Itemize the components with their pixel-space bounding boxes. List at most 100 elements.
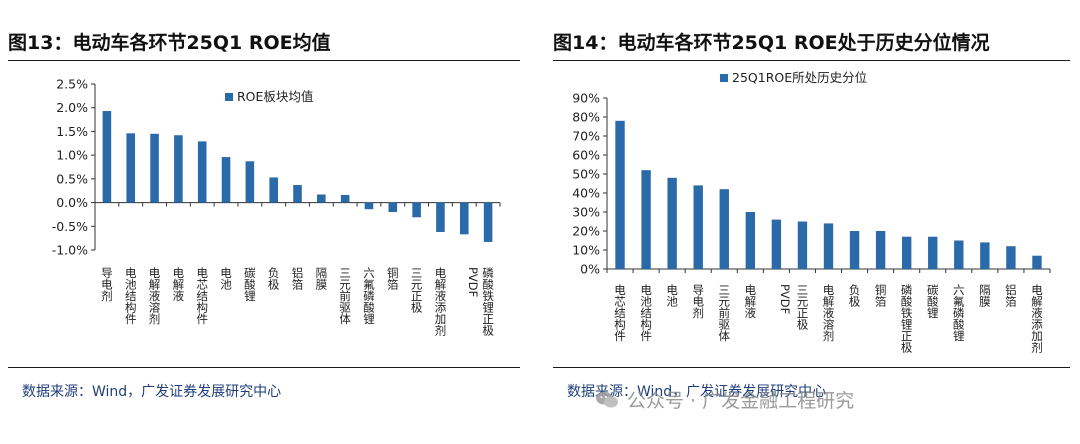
left-figure-panel: 图13：电动车各环节25Q1 ROE均值 -1.0% -0.5% 0.0% 0.5% 1… [0,0,530,444]
category-label: 电芯结构件 [613,284,627,342]
y-tick-label: -0.5% [52,219,88,234]
category-label: PVDF [466,267,480,297]
category-label: 电解液溶剂 [148,267,162,325]
right-source-rule [553,367,1070,368]
wechat-watermark: 公众号 · 广发金融工程研究 [595,386,854,413]
bar [245,161,255,203]
watermark-text: 公众号 · 广发金融工程研究 [627,390,855,412]
bar [436,202,445,232]
category-label: 碳酸锂 [243,266,257,301]
bar [221,157,231,203]
bar [340,194,350,203]
category-label: 隔膜 [314,267,328,291]
bar [667,177,677,269]
y-tick-label: 30% [572,205,600,220]
bar [954,240,964,269]
category-label: 电池结构件 [124,267,138,325]
category-label: 三元正极 [410,267,424,314]
bar [980,242,990,269]
category-label: 电池结构件 [639,284,653,342]
right-source-note: 数据来源：Wind，广发证券发展研究中心 [567,384,827,400]
right-figure-title: 图14：电动车各环节25Q1 ROE处于历史分位情况 [553,32,990,54]
bar [269,177,278,203]
category-label: PVDF [778,284,792,314]
category-label: 铝箔 [1004,283,1018,308]
category-label: 铜箔 [874,283,888,308]
y-tick-label: 1.5% [56,124,88,139]
category-label: 电池 [219,267,233,290]
category-label: 电解液添加剂 [433,267,447,337]
legend: 25Q1ROE所处历史分位 [720,70,867,85]
bar [771,219,782,269]
left-figure-title: 图13：电动车各环节25Q1 ROE均值 [8,32,331,54]
legend-swatch [225,93,233,101]
y-tick-label: 20% [572,224,600,239]
category-label: 导电剂 [691,284,705,319]
bar [693,185,703,269]
category-label: 电解液 [743,284,757,319]
bar [745,212,756,269]
legend: ROE板块均值 [225,89,313,104]
bar [901,236,912,269]
category-label: 铝箔 [291,266,305,291]
bar [126,133,136,203]
category-label: 电解液 [171,267,185,302]
category-label: 六氟磷酸锂 [952,284,966,342]
y-tick-label: 50% [572,167,600,182]
bar [719,189,729,269]
category-label: 电解液添加剂 [1030,284,1044,354]
y-tick-label: 1.0% [56,148,88,163]
y-tick-label: 10% [572,243,600,258]
bar [615,120,625,269]
category-label: 三元正极 [795,284,809,331]
y-tick-label: 90% [572,91,600,106]
bar [388,202,398,213]
right-figure-panel: 图14：电动车各环节25Q1 ROE处于历史分位情况 0% 10% 20% 30% 40… [545,0,1080,444]
legend-label: ROE板块均值 [237,89,313,104]
bar [459,202,469,235]
y-tick-label: -1.0% [52,243,88,258]
category-label: 电池 [665,284,679,307]
bar [317,194,326,203]
bar [849,231,860,269]
bar [150,133,159,203]
y-tick-label: 0.0% [56,195,88,210]
right-title-rule [553,60,1070,61]
left-title-rule [8,60,520,61]
y-tick-label: 60% [572,148,600,163]
category-label: 铜箔 [386,266,400,291]
category-label: 隔膜 [978,284,992,308]
category-label: 电解液溶剂 [822,284,836,342]
wechat-icon [596,391,618,408]
category-label: 电芯结构件 [195,267,209,325]
bar [823,223,834,269]
left-source-note: 数据来源：Wind，广发证券发展研究中心 [22,384,282,400]
y-tick-label: 0.5% [56,171,88,186]
y-tick-label: 2.5% [56,77,88,92]
bar [102,111,112,203]
category-label: 三元前驱体 [338,267,352,325]
y-tick-label: 2.0% [56,100,88,115]
bar [797,221,808,269]
category-label: 负极 [267,266,281,291]
bar [197,141,207,203]
bar [293,185,302,203]
y-tick-label: 40% [572,186,600,201]
legend-swatch [720,74,728,82]
bar [875,231,886,269]
bar [1032,255,1042,269]
y-tick-label: 70% [572,129,600,144]
bar [928,236,938,269]
legend-label: 25Q1ROE所处历史分位 [732,70,867,85]
left-source-rule [8,367,520,368]
bar [1006,246,1016,269]
category-label: 磷酸铁锂正极 [900,284,914,354]
bar [483,202,493,242]
category-label: 导电剂 [100,267,114,302]
bar [364,202,374,210]
category-label: 负极 [848,283,862,308]
left-bar-chart: -1.0% -0.5% 0.0% 0.5% 1.0% 1.5% 2.0% 2.5% 导电剂 电池结… [52,77,501,337]
category-label: 磷酸铁锂正极 [481,267,495,337]
category-label: 六氟磷酸锂 [362,267,376,325]
y-tick-label: 80% [572,110,600,125]
